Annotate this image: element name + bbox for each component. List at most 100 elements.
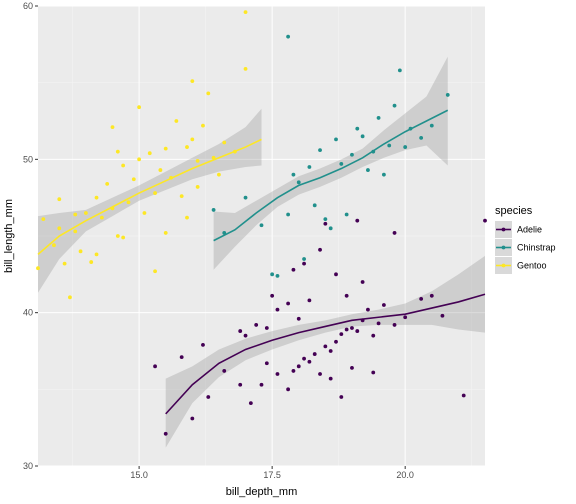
data-point-adelie [334,272,338,277]
data-point-chinstrap [344,212,349,217]
data-point-gentoo [94,252,99,257]
data-point-adelie [403,315,408,320]
data-point-gentoo [195,185,200,189]
data-point-gentoo [201,123,205,128]
data-point-chinstrap [350,152,354,157]
legend-label-adelie: Adelie [517,225,542,235]
x-tick-label: 15.0 [130,470,148,480]
data-point-gentoo [174,119,179,123]
data-point-adelie [264,326,269,330]
data-point-adelie [296,316,301,321]
data-point-adelie [429,293,434,298]
data-point-chinstrap [296,180,301,185]
data-point-adelie [163,431,168,436]
data-point-adelie [339,395,344,399]
data-point-adelie [440,313,445,318]
data-point-gentoo [115,149,120,154]
legend: species Adelie Chinstrap Gentoo [495,205,556,274]
data-point-adelie [323,221,328,226]
data-point-adelie [222,369,227,373]
data-point-adelie [254,323,259,327]
data-point-gentoo [41,217,46,222]
data-point-adelie [483,218,487,223]
data-point-adelie [302,356,306,361]
data-point-chinstrap [286,34,291,39]
data-point-adelie [350,365,354,370]
data-point-chinstrap [381,172,386,177]
data-point-chinstrap [429,123,434,128]
data-point-gentoo [190,137,195,142]
trend-line-gentoo [37,138,262,256]
confidence-band-gentoo [38,108,262,293]
data-point-adelie [248,401,253,406]
data-point-adelie [238,382,243,387]
data-point-gentoo [222,140,227,145]
data-point-chinstrap [286,212,291,217]
confidence-bands [38,56,485,448]
data-point-chinstrap [291,172,296,177]
data-point-adelie [461,393,466,398]
y-tick-label: 50 [23,154,33,164]
data-point-gentoo [121,235,126,240]
data-point-gentoo [185,215,189,220]
data-point-gentoo [142,211,147,215]
data-point-gentoo [110,125,115,130]
data-point-gentoo [57,197,62,202]
data-point-adelie [312,352,317,356]
data-point-gentoo [68,295,72,300]
data-point-gentoo [137,157,142,162]
data-point-chinstrap [302,257,306,261]
y-tick-label: 60 [23,1,33,11]
data-point-gentoo [185,145,189,149]
data-point-adelie [392,323,397,327]
data-point-chinstrap [397,68,402,73]
legend-label-chinstrap: Chinstrap [517,243,556,253]
x-tick-label: 20.0 [396,470,414,480]
data-point-adelie [179,355,184,360]
data-point-gentoo [89,260,94,264]
data-point-gentoo [131,177,136,182]
data-point-chinstrap [419,135,424,140]
data-point-adelie [302,261,306,266]
data-point-adelie [419,296,424,301]
data-point-gentoo [163,146,168,151]
data-point-adelie [286,301,291,306]
legend-dot-gentoo [501,263,506,268]
data-point-adelie [360,280,365,284]
data-point-gentoo [83,211,88,215]
data-point-gentoo [57,226,62,231]
trend-lines [37,109,486,415]
data-points [36,10,487,436]
data-point-adelie [291,369,296,373]
data-point-chinstrap [445,93,450,97]
trend-line-chinstrap [213,109,449,242]
data-point-adelie [307,359,312,364]
data-point-chinstrap [392,103,397,108]
data-point-gentoo [147,151,152,156]
data-point-gentoo [94,195,99,200]
data-point-adelie [275,372,280,376]
data-point-adelie [270,293,275,298]
data-point-gentoo [243,10,248,15]
data-point-adelie [307,298,312,303]
data-point-adelie [344,327,349,332]
data-point-gentoo [195,158,200,163]
data-point-gentoo [62,261,67,266]
data-point-adelie [243,333,248,338]
data-point-gentoo [217,172,221,177]
data-point-gentoo [153,191,157,195]
y-axis-ticks: 30 40 50 60 [23,1,38,471]
data-point-adelie [328,349,333,353]
data-point-gentoo [115,234,120,238]
data-point-gentoo [52,243,56,248]
data-point-gentoo [105,181,110,186]
confidence-band-adelie [165,255,485,448]
data-point-adelie [392,231,397,235]
data-point-gentoo [73,229,78,234]
data-point-chinstrap [366,168,370,172]
data-point-adelie [201,342,205,347]
data-point-gentoo [36,266,40,271]
data-point-adelie [339,332,344,337]
legend-dot-chinstrap [501,245,506,250]
data-point-chinstrap [312,203,317,208]
